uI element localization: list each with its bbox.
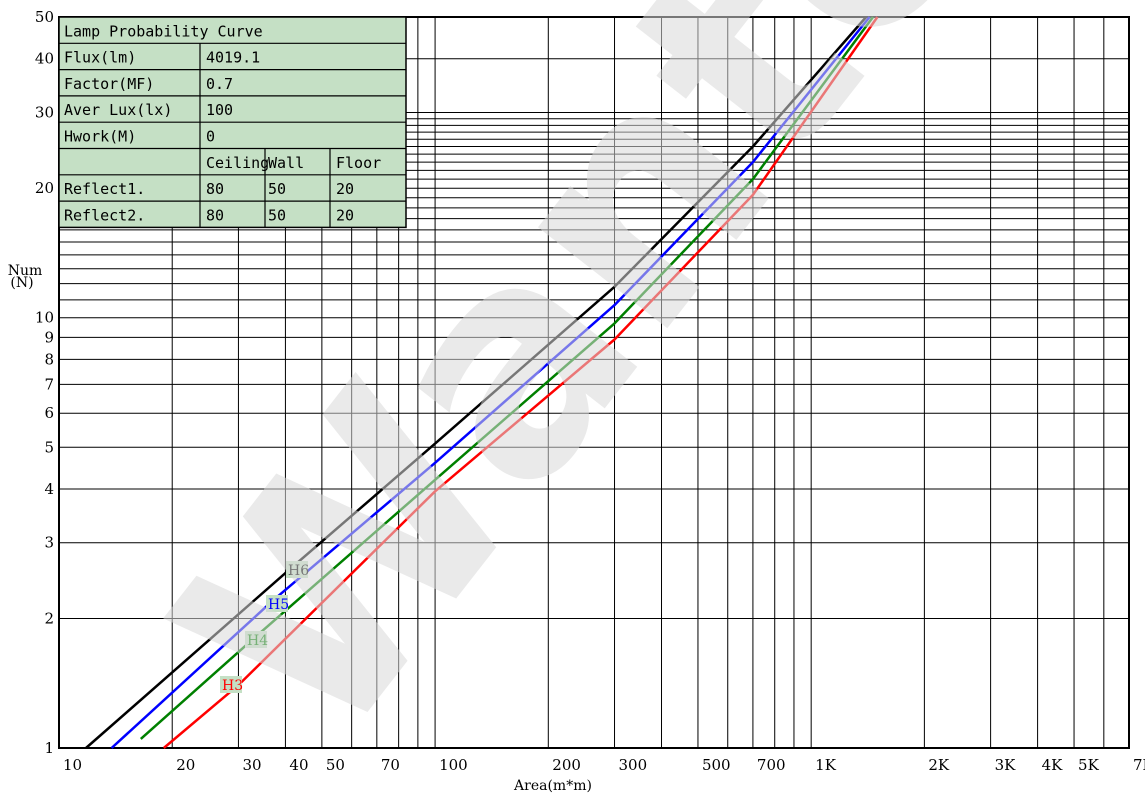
- info-table-value: 20: [336, 206, 354, 224]
- y-tick-label: 8: [44, 350, 54, 368]
- x-axis-ticks: 10 20 30 40 50 70 100 200 300 500 700 1K 2K 3K 4K 5K 7K: [63, 756, 1145, 774]
- info-table-value: 20: [336, 180, 354, 198]
- series-line-h5: [110, 16, 871, 749]
- series-label-bg: [245, 631, 267, 648]
- info-table-title: Lamp Probability Curve: [64, 22, 263, 40]
- x-tick-label: 50: [326, 756, 345, 774]
- info-table-key: Reflect1.: [64, 180, 145, 198]
- x-tick-label: 70: [381, 756, 400, 774]
- x-tick-label: 200: [552, 756, 581, 774]
- x-tick-label: 3K: [995, 756, 1017, 774]
- info-table-value: 80: [206, 206, 224, 224]
- info-table-header: Wall: [268, 154, 304, 172]
- info-table-value: 0.7: [206, 75, 233, 93]
- info-table-header: Ceiling: [206, 154, 269, 172]
- series-label-h4: H4: [247, 633, 268, 649]
- x-tick-label: 7K: [1133, 756, 1145, 774]
- info-table-key: Hwork(M): [64, 128, 136, 146]
- y-axis-label: Num (N): [8, 263, 43, 291]
- x-axis-label: Area(m*m): [513, 778, 592, 794]
- info-table-key: Aver Lux(lx): [64, 101, 172, 119]
- x-tick-label: 30: [242, 756, 261, 774]
- x-tick-label: 2K: [928, 756, 950, 774]
- plot-frame: [58, 16, 1130, 749]
- y-tick-label: 10: [35, 309, 54, 327]
- info-table-key: Flux(lm): [64, 49, 136, 67]
- info-table-value: 80: [206, 180, 224, 198]
- series-label-bg: [286, 561, 308, 578]
- info-table-value: 100: [206, 101, 233, 119]
- x-tick-label: 100: [439, 756, 468, 774]
- x-tick-label: 700: [757, 756, 786, 774]
- y-tick-label: 6: [44, 404, 54, 422]
- info-table-key: Reflect2.: [64, 206, 145, 224]
- y-tick-label: 9: [44, 328, 54, 346]
- series-line-h4: [139, 16, 875, 740]
- y-tick-label: 20: [35, 179, 54, 197]
- series-label-h5: H5: [268, 597, 289, 613]
- info-table-value: 4019.1: [206, 49, 260, 67]
- x-tick-label: 10: [63, 756, 82, 774]
- x-tick-label: 500: [702, 756, 731, 774]
- series-label-h6: H6: [288, 563, 309, 579]
- y-tick-label: 50: [35, 8, 54, 26]
- y-tick-label: 3: [44, 534, 54, 552]
- grid: [58, 16, 1130, 749]
- series-label-h3: H3: [222, 678, 243, 694]
- y-tick-label: 40: [35, 50, 54, 68]
- series-label-bg: [266, 595, 288, 612]
- x-tick-label: 300: [619, 756, 648, 774]
- info-table-value: 50: [268, 180, 286, 198]
- info-table: Lamp Probability Curve Flux(lm) 4019.1 Fact…: [58, 16, 407, 229]
- x-tick-label: 1K: [815, 756, 837, 774]
- info-table-key: Factor(MF): [64, 75, 154, 93]
- y-tick-label: 2: [44, 609, 54, 627]
- x-tick-label: 40: [289, 756, 308, 774]
- x-tick-label: 4K: [1042, 756, 1064, 774]
- y-tick-label: 5: [44, 438, 54, 456]
- series-line-h6: [85, 16, 868, 749]
- y-tick-label: 1: [44, 739, 54, 757]
- y-tick-label: 7: [44, 375, 54, 393]
- info-table-value: 0: [206, 128, 215, 146]
- x-tick-label: 5K: [1078, 756, 1100, 774]
- series-lines: H6 H5 H4 H3: [85, 16, 879, 749]
- x-tick-label: 20: [176, 756, 195, 774]
- y-axis-ticks: 1 2 3 4 5 6 7 8 910 20 30 40 50: [35, 8, 54, 757]
- y-tick-label: 30: [35, 103, 54, 121]
- info-table-value: 50: [268, 206, 286, 224]
- series-label-bg: [220, 676, 242, 693]
- y-tick-label: 4: [44, 480, 54, 498]
- info-table-header: Floor: [336, 154, 381, 172]
- series-line-h3: [162, 16, 879, 749]
